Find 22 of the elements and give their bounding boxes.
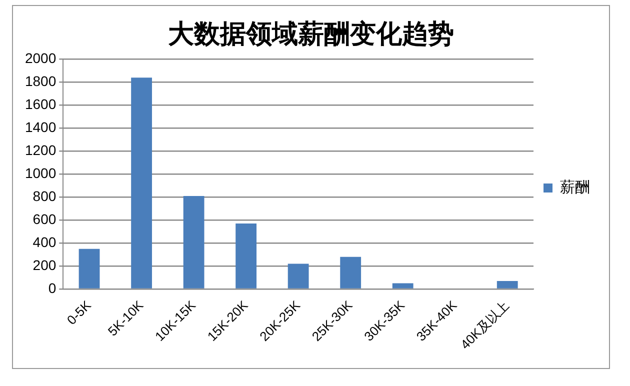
y-tick-label: 600	[32, 210, 56, 227]
bar	[340, 256, 362, 288]
y-tick-label: 1600	[24, 96, 56, 112]
bar	[288, 264, 309, 288]
y-tick-label: 800	[32, 188, 56, 204]
chart-title: 大数据领域薪酬变化趋势	[168, 19, 454, 50]
bar	[183, 196, 204, 288]
legend-label: 薪酬	[560, 178, 590, 196]
y-tick-label: 2000	[24, 50, 56, 66]
y-tick-label: 200	[32, 256, 56, 273]
y-tick-label: 1200	[24, 142, 56, 158]
y-tick-label: 1400	[24, 119, 56, 136]
y-tick-label: 400	[32, 234, 56, 250]
bar	[131, 78, 152, 288]
x-tick-label: 40K及以上	[457, 298, 512, 352]
bar	[392, 283, 414, 288]
bar	[78, 248, 100, 288]
bar	[496, 280, 518, 288]
y-tick-label: 1000	[24, 164, 56, 181]
y-tick-label: 1800	[24, 73, 56, 90]
bar	[236, 224, 257, 288]
y-tick-label: 0	[48, 280, 56, 296]
